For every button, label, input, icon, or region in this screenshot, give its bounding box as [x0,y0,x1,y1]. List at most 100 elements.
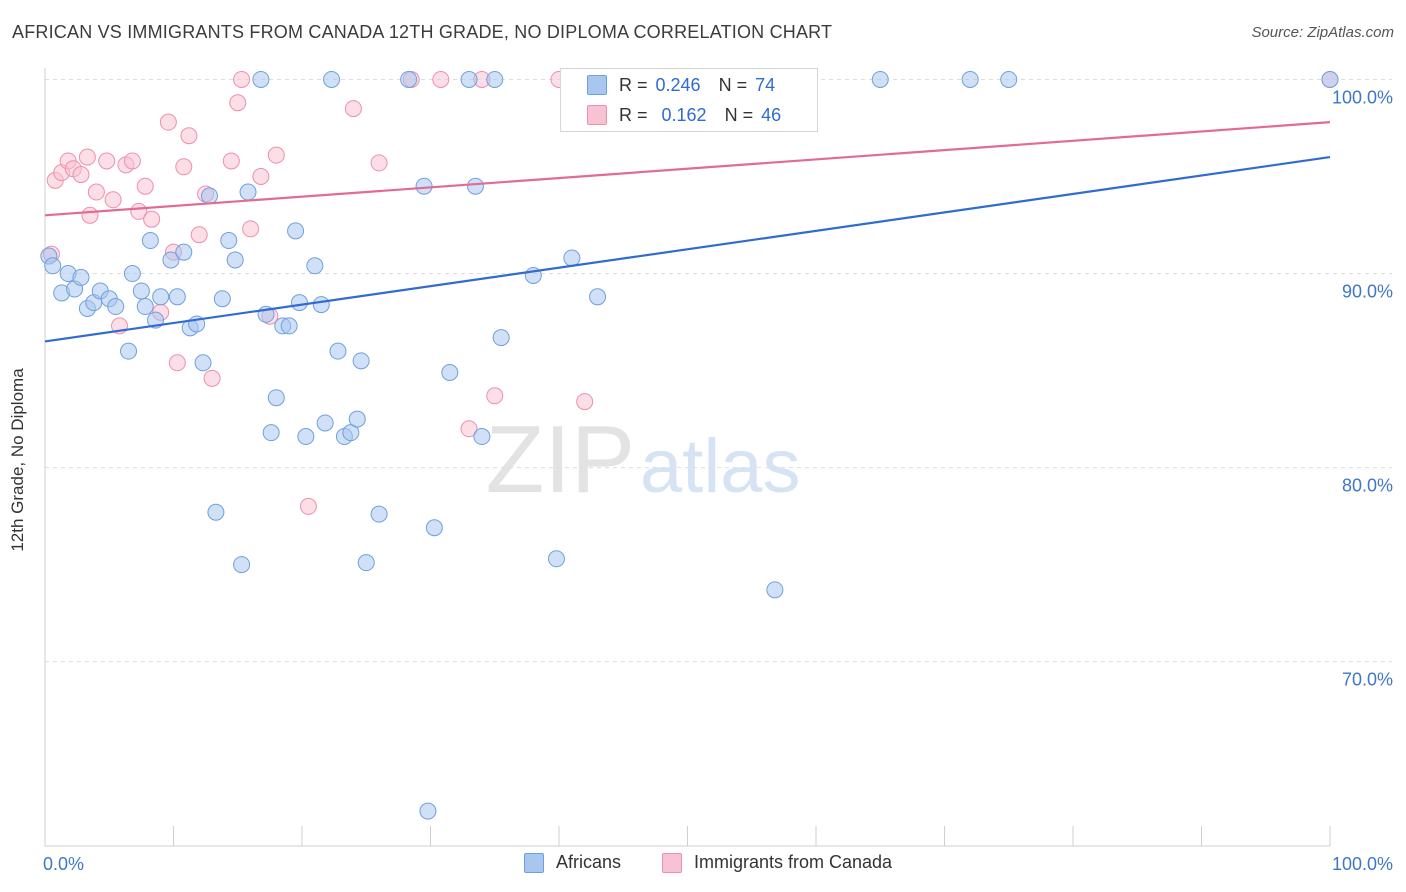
canada-trend-line [44,121,1331,217]
legend-item-africans[interactable]: Africans [524,852,621,873]
canada-point [190,226,208,244]
x-tick-label: 0.0% [43,854,84,874]
africans-point [226,251,244,269]
legend-label-africans: Africans [556,852,622,872]
africans-point [44,257,62,275]
africans-point [348,410,366,428]
legend-r-label: R = [619,104,648,125]
legend-label-canada: Immigrants from Canada [694,852,893,872]
legend-swatch-africans [587,75,607,95]
africans-point [290,294,308,312]
canada-point [344,100,362,118]
canada-point [180,127,198,145]
africans-point [492,329,510,347]
africans-point [323,70,341,88]
africans-point [72,268,90,286]
canada-point [78,148,96,166]
legend-series: Africans Immigrants from Canada [0,852,1406,878]
africans-point [162,251,180,269]
africans-point [316,414,334,432]
africans-point [419,802,437,820]
canada-point [72,166,90,184]
canada-point [370,154,388,172]
canada-point [299,497,317,515]
canada-point [143,210,161,228]
watermark-zip: ZIP [486,406,635,513]
africans-point [267,389,285,407]
legend-swatch-africans [524,852,544,873]
canada-point [136,177,154,195]
legend-row-canada: R = 0.162 N = 46 [587,103,781,127]
canada-point [123,152,141,170]
legend-r-value: 0.246 [655,74,701,95]
africans-trend-line [44,156,1331,343]
africans-point [441,363,459,381]
africans-point [175,243,193,261]
africans-point [252,70,270,88]
africans-point [132,282,150,300]
canada-point [486,387,504,405]
x-tick-label: 100.0% [1332,854,1393,874]
africans-point [961,70,979,88]
africans-point [306,257,324,275]
canada-point [203,369,221,387]
canada-point [87,183,105,201]
africans-point [329,342,347,360]
watermark-atlas: atlas [640,424,801,509]
africans-point [220,232,238,250]
africans-point [352,352,370,370]
africans-point [200,187,218,205]
chart-source: Source: ZipAtlas.com [1251,24,1394,41]
africans-point [400,70,418,88]
africans-point [425,519,443,537]
africans-point [312,296,330,314]
legend-n-label: N = [718,74,748,95]
africans-point [357,554,375,572]
africans-point [262,424,280,442]
legend-row-africans: R = 0.246 N = 74 [587,73,775,97]
canada-point [242,220,260,238]
canada-point [252,167,270,185]
africans-point [141,232,159,250]
canada-point [233,70,251,88]
legend-r-value: 0.162 [661,104,707,125]
canada-point [104,191,122,209]
africans-point [370,505,388,523]
legend-correlation: R = 0.246 N = 74 R = 0.162 N = 46 [560,68,818,132]
legend-r-label: R = [619,74,648,95]
canada-point [460,420,478,438]
africans-point [473,428,491,446]
y-tick-label: 90.0% [1342,282,1393,302]
chart-title: AFRICAN VS IMMIGRANTS FROM CANADA 12TH G… [12,22,833,42]
africans-point [1321,70,1339,88]
africans-point [120,342,138,360]
legend-item-canada[interactable]: Immigrants from Canada [662,852,892,873]
canada-point [168,354,186,372]
legend-n-label: N = [724,104,754,125]
africans-point [342,424,360,442]
africans-point [152,288,170,306]
africans-point [871,70,889,88]
canada-point [98,152,116,170]
canada-point [175,158,193,176]
africans-point [233,556,251,574]
africans-point [415,177,433,195]
y-tick-label: 100.0% [1332,87,1393,107]
canada-point [229,94,247,112]
africans-point [107,298,125,316]
africans-point [213,290,231,308]
africans-point [547,550,565,568]
africans-point [168,288,186,306]
africans-point [766,581,784,599]
y-tick-label: 80.0% [1342,476,1393,496]
africans-point [123,265,141,283]
africans-point [194,354,212,372]
canada-point [159,113,177,131]
africans-point [589,288,607,306]
legend-swatch-canada [587,105,607,125]
canada-point [81,206,99,224]
africans-point [297,428,315,446]
africans-point [207,503,225,521]
africans-point [466,177,484,195]
